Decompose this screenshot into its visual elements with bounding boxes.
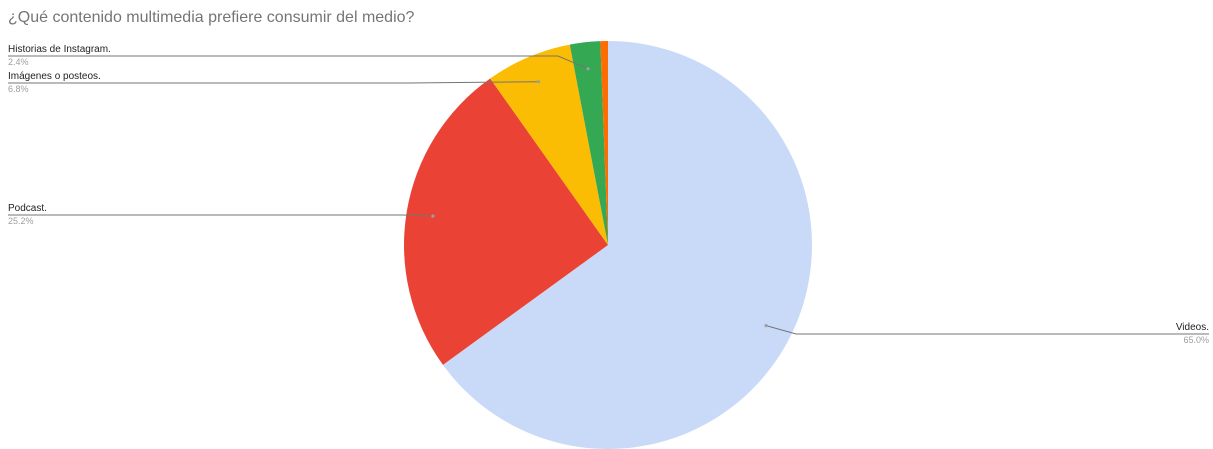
pie-slice-historias-de-instagram	[569, 41, 608, 245]
pie-slice-podcast	[404, 78, 608, 365]
pie-slice-imagenes-o-posteos	[490, 44, 608, 245]
slice-label-podcast: Podcast.	[8, 203, 47, 214]
pie-slices	[404, 40, 812, 449]
slice-labels: Videos. 65.0% Podcast. 25.2% Imágenes o post…	[8, 44, 1209, 345]
slice-percent-historias-de-instagram: 2.4%	[8, 57, 29, 67]
leader-line-historias-de-instagram	[8, 55, 589, 70]
leader-dot-imagenes-o-posteos	[536, 80, 541, 84]
slice-percent-imagenes-o-posteos: 6.8%	[8, 84, 29, 94]
slice-label-imagenes-o-posteos: Imágenes o posteos.	[8, 71, 101, 82]
slice-percent-podcast: 25.2%	[8, 216, 34, 226]
slice-label-videos: Videos.	[1176, 322, 1209, 333]
slice-label-historias-de-instagram: Historias de Instagram.	[8, 44, 111, 55]
leader-line-podcast	[8, 214, 433, 217]
leader-dot-videos	[764, 324, 768, 328]
leader-line-imagenes-o-posteos	[8, 81, 539, 84]
leader-line-videos	[765, 325, 1209, 335]
leader-dot-podcast	[431, 214, 435, 218]
leader-dot-historias-de-instagram	[586, 67, 590, 71]
slice-percent-videos: 65.0%	[1183, 335, 1209, 345]
chart-title: ¿Qué contenido multimedia prefiere consu…	[8, 9, 415, 26]
pie-slice-videos	[442, 41, 812, 449]
pie-slice-other	[600, 40, 608, 246]
